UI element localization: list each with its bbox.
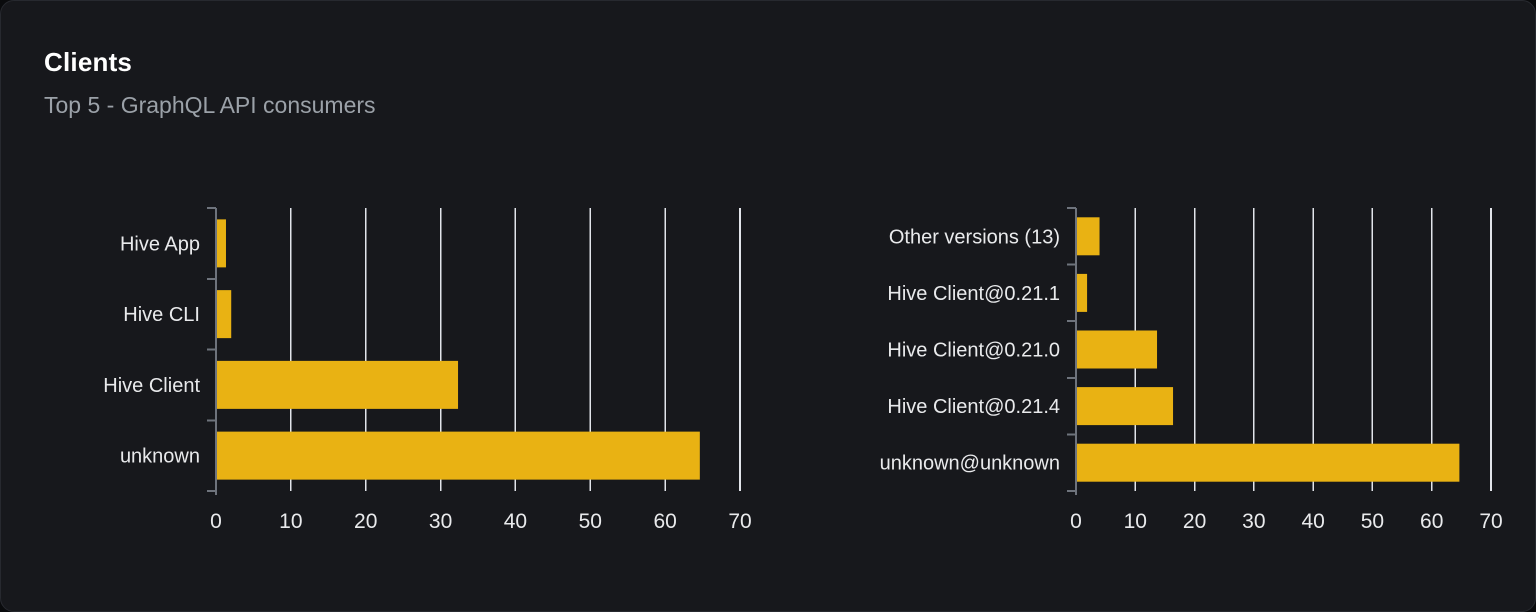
category-label: Hive Client@0.21.1 <box>887 283 1060 305</box>
x-axis-tick-label: 30 <box>429 510 452 533</box>
x-axis-tick-label: 60 <box>653 510 676 533</box>
x-axis-tick-label: 10 <box>1124 510 1147 533</box>
page-subtitle: Top 5 - GraphQL API consumers <box>44 92 376 118</box>
x-axis-tick-label: 50 <box>579 510 602 533</box>
x-axis-tick-label: 70 <box>1479 510 1502 533</box>
x-axis-tick-label: 0 <box>1070 510 1082 533</box>
x-axis-tick-label: 60 <box>1420 510 1443 533</box>
charts-row: 0 10 20 30 40 50 60 70 Hive App Hive CLI Hive Clie… <box>61 198 1531 538</box>
clients-by-name-bar-chart: 0 10 20 30 40 50 60 70 Hive App Hive CLI Hive Clie… <box>103 207 752 533</box>
x-axis-tick-label: 20 <box>1183 510 1206 533</box>
bar-hive-client-0-21-4[interactable] <box>1077 387 1174 426</box>
category-label: Hive Client@0.21.4 <box>887 396 1060 418</box>
bar-hive-app[interactable] <box>217 219 226 268</box>
card-header: Clients Top 5 - GraphQL API consumers <box>1 1 1535 119</box>
x-axis-tick-label: 30 <box>1242 510 1265 533</box>
bar-hive-cli[interactable] <box>217 290 232 339</box>
category-label: Hive Client <box>103 375 200 397</box>
clients-by-version-bar-chart: 0 10 20 30 40 50 60 70 Other versions (13) Hive C… <box>880 207 1503 533</box>
x-axis-tick-label: 40 <box>504 510 527 533</box>
category-label: Hive CLI <box>123 304 200 326</box>
bar-hive-client-0-21-0[interactable] <box>1077 330 1158 369</box>
page-title: Clients <box>44 47 133 77</box>
x-axis-tick-label: 70 <box>728 510 751 533</box>
category-label: unknown <box>120 446 200 468</box>
bar-other-versions-13-[interactable] <box>1077 217 1100 256</box>
bar-hive-client-0-21-1[interactable] <box>1077 273 1088 312</box>
x-axis-tick-label: 50 <box>1361 510 1384 533</box>
bar-unknown-unknown[interactable] <box>1077 443 1460 482</box>
bar-hive-client[interactable] <box>217 360 459 409</box>
bar-unknown[interactable] <box>217 431 700 480</box>
category-label: Hive App <box>120 233 200 255</box>
x-axis-tick-label: 0 <box>210 510 222 533</box>
x-axis-tick-label: 40 <box>1301 510 1324 533</box>
category-label: Hive Client@0.21.0 <box>887 340 1060 362</box>
x-axis-tick-label: 20 <box>354 510 377 533</box>
x-axis-tick-label: 10 <box>279 510 302 533</box>
category-label: Other versions (13) <box>889 226 1060 248</box>
category-label: unknown@unknown <box>880 453 1060 475</box>
